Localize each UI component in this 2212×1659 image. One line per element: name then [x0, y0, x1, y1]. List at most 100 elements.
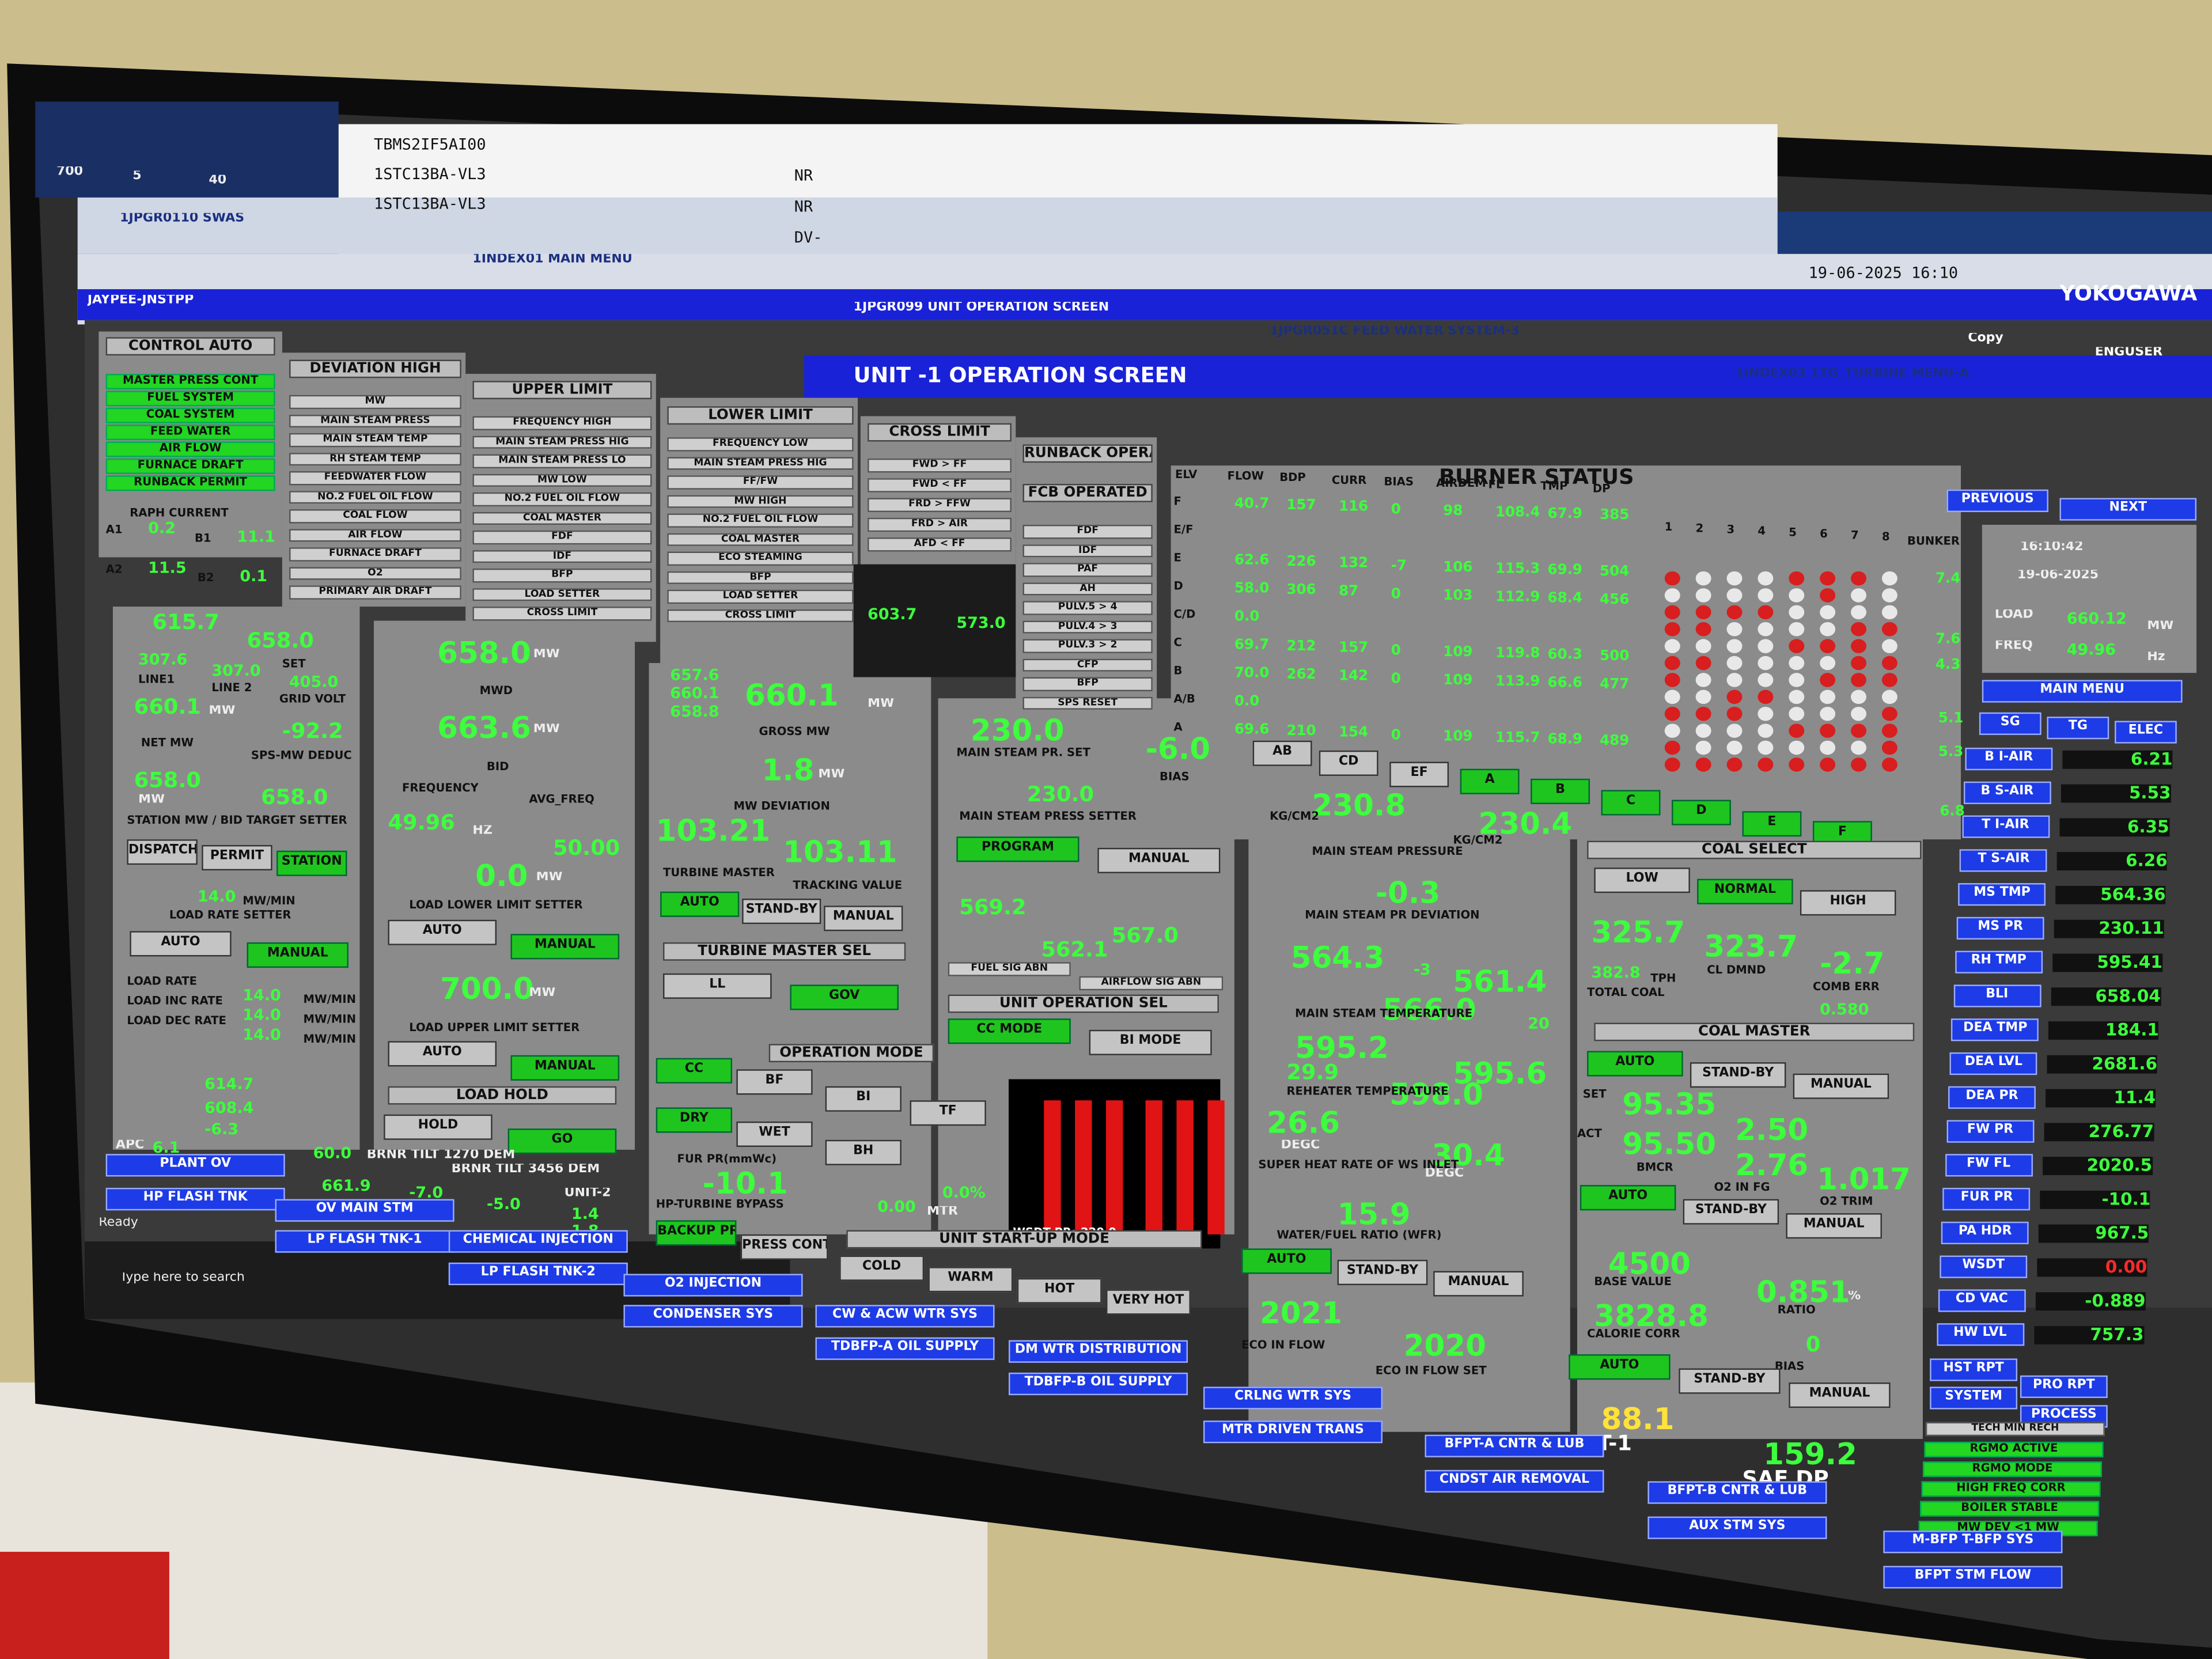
nav-buttons[interactable]: OV MAIN STM — [275, 1199, 454, 1222]
names[interactable]: DEA LVL — [1949, 1052, 2037, 1075]
buttons[interactable]: BI — [825, 1086, 902, 1112]
nav-buttons[interactable]: HP FLASH TNK — [105, 1188, 285, 1210]
nav-buttons[interactable]: MTR DRIVEN TRANS — [1203, 1421, 1383, 1444]
names[interactable]: MS PR — [1956, 916, 2044, 940]
tabs[interactable]: TG — [2047, 717, 2109, 739]
buttons[interactable]: DISPATCH — [127, 839, 198, 865]
buttons[interactable]: D — [1672, 800, 1731, 825]
buttons[interactable]: BF — [736, 1069, 813, 1095]
nav-buttons[interactable]: M-BFP T-BFP SYS — [1883, 1531, 2063, 1554]
names[interactable]: WSDT — [1940, 1255, 2028, 1278]
buttons[interactable]: MANUAL — [1433, 1271, 1524, 1297]
nav-buttons[interactable]: DM WTR DISTRIBUTION — [1009, 1340, 1188, 1363]
buttons[interactable]: HIGH — [1800, 890, 1896, 916]
buttons[interactable]: WARM — [928, 1267, 1013, 1292]
nav-buttons[interactable]: AUX STM SYS — [1647, 1516, 1827, 1539]
names[interactable]: T S-AIR — [1960, 849, 2048, 872]
buttons[interactable]: PRESS CONTROL — [740, 1234, 828, 1260]
names[interactable]: DEA TMP — [1951, 1018, 2039, 1041]
buttons[interactable]: CC — [656, 1058, 733, 1084]
buttons[interactable]: NORMAL — [1697, 878, 1793, 904]
names[interactable]: B S-AIR — [1963, 781, 2051, 804]
buttons[interactable]: MANUAL — [510, 1055, 620, 1081]
buttons[interactable]: WET — [736, 1121, 813, 1147]
nav-buttons[interactable]: CONDENSER SYS — [623, 1305, 803, 1328]
buttons[interactable]: VERY HOT — [1106, 1289, 1191, 1315]
buttons[interactable]: EF — [1389, 762, 1449, 787]
names[interactable]: T I-AIR — [1961, 815, 2050, 838]
names[interactable]: BLI — [1953, 984, 2041, 1007]
buttons[interactable]: MANUAL — [824, 906, 903, 931]
names[interactable]: B I-AIR — [1965, 747, 2053, 770]
buttons[interactable]: AUTO — [1241, 1248, 1332, 1274]
buttons[interactable]: STAND-BY — [742, 899, 821, 924]
buttons[interactable]: AB — [1252, 740, 1312, 766]
buttons[interactable]: AUTO — [660, 891, 740, 917]
nav-buttons[interactable]: LP FLASH TNK-1 — [275, 1230, 454, 1253]
names[interactable]: FUR PR — [1943, 1188, 2031, 1210]
buttons2[interactable]: AUTO — [1580, 1185, 1676, 1210]
buttons[interactable]: BH — [825, 1139, 902, 1165]
buttons2[interactable]: MANUAL — [1786, 1213, 1882, 1238]
buttons[interactable]: DRY — [656, 1107, 733, 1133]
names[interactable]: MS TMP — [1958, 883, 2046, 906]
nav-buttons[interactable]: TDBFP-A OIL SUPPLY — [815, 1337, 995, 1360]
buttons[interactable]: STAND-BY — [1690, 1062, 1786, 1088]
buttons[interactable]: STATION — [276, 850, 347, 876]
nav[interactable]: PREVIOUS — [1946, 489, 2048, 512]
names[interactable]: RH TMP — [1955, 950, 2043, 974]
buttons[interactable]: CD — [1319, 750, 1378, 776]
buttons[interactable]: AUTO — [1587, 1051, 1683, 1077]
buttons[interactable]: A — [1460, 768, 1520, 794]
buttons[interactable]: BACKUP PRESS — [656, 1220, 737, 1246]
names[interactable]: PA HDR — [1941, 1221, 2029, 1244]
nav-buttons[interactable]: TDBFP-B OIL SUPPLY — [1009, 1372, 1188, 1395]
nav-buttons[interactable]: BFPT-A CNTR & LUB — [1425, 1434, 1604, 1457]
buttons[interactable]: LL — [663, 973, 772, 999]
buttons[interactable]: AUTO — [130, 931, 232, 957]
tabs[interactable]: SG — [1979, 712, 2041, 735]
buttons2[interactable]: STAND-BY — [1683, 1199, 1779, 1225]
buttons[interactable]: AUTO — [388, 1041, 497, 1067]
buttons[interactable]: AUTO — [1569, 1354, 1671, 1380]
buttons[interactable]: MANUAL — [1793, 1073, 1889, 1099]
names[interactable]: FW FL — [1945, 1154, 2032, 1177]
names[interactable]: FW PR — [1946, 1120, 2034, 1143]
buttons[interactable]: STAND-BY — [1337, 1259, 1428, 1285]
nav-buttons[interactable]: CNDST AIR REMOVAL — [1425, 1469, 1604, 1493]
names[interactable]: DEA PR — [1948, 1086, 2036, 1109]
buttons[interactable]: BI MODE — [1089, 1029, 1212, 1055]
buttons[interactable]: HOT — [1017, 1278, 1102, 1304]
nav-buttons[interactable]: LP FLASH TNK-2 — [448, 1262, 628, 1285]
buttons[interactable]: COLD — [839, 1255, 925, 1281]
buttons[interactable]: GO — [507, 1128, 617, 1154]
buttons[interactable]: LOW — [1594, 868, 1690, 893]
buttons[interactable]: C — [1601, 790, 1661, 816]
buttons[interactable]: PERMIT — [202, 844, 272, 870]
buttons[interactable]: MANUAL — [510, 934, 620, 960]
buttons[interactable]: E — [1742, 811, 1802, 836]
buttons[interactable]: STAND-BY — [1679, 1368, 1781, 1394]
buttons[interactable]: GOV — [790, 984, 899, 1010]
buttons[interactable]: MANUAL — [1097, 847, 1221, 873]
reports[interactable]: HST RPT — [1930, 1358, 2018, 1381]
buttons[interactable]: B — [1531, 778, 1590, 804]
main[interactable]: MAIN MENU — [1982, 680, 2183, 703]
tabs[interactable]: ELEC — [2115, 721, 2177, 744]
nav-buttons[interactable]: CRLNG WTR SYS — [1203, 1387, 1383, 1410]
nav-buttons[interactable]: BFPT STM FLOW — [1883, 1566, 2063, 1589]
buttons[interactable]: AUTO — [388, 919, 497, 945]
buttons[interactable]: HOLD — [384, 1114, 493, 1140]
buttons[interactable]: CC MODE — [948, 1018, 1071, 1044]
buttons[interactable]: PROGRAM — [956, 836, 1080, 862]
nav-buttons[interactable]: BFPT-B CNTR & LUB — [1647, 1481, 1827, 1504]
names[interactable]: CD VAC — [1938, 1289, 2026, 1312]
nav[interactable]: NEXT — [2059, 498, 2197, 521]
reports[interactable]: SYSTEM — [1930, 1387, 2018, 1410]
names[interactable]: HW LVL — [1936, 1323, 2024, 1346]
buttons[interactable]: MANUAL — [1789, 1382, 1891, 1408]
reports[interactable]: PRO RPT — [2020, 1375, 2108, 1398]
buttons[interactable]: TF — [910, 1100, 986, 1126]
nav-buttons[interactable]: CW & ACW WTR SYS — [815, 1305, 995, 1328]
nav-buttons[interactable]: CHEMICAL INJECTION — [448, 1230, 628, 1253]
